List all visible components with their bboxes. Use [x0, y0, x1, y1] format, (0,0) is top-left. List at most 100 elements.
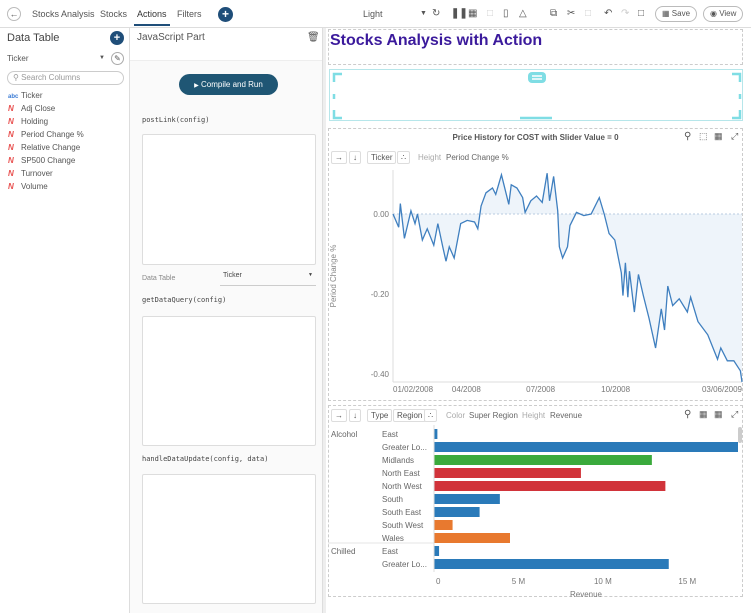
- postlink-editor[interactable]: [142, 134, 316, 265]
- table-icon[interactable]: ▦: [714, 409, 723, 419]
- group-label: Chilled: [331, 547, 355, 556]
- column-item[interactable]: N Period Change %: [8, 130, 84, 139]
- postlink-label: postLink(config): [142, 116, 210, 124]
- scissors-icon[interactable]: ✂: [567, 8, 576, 19]
- column-item[interactable]: N Holding: [8, 117, 48, 126]
- category-label: North East: [382, 469, 421, 478]
- bar: [434, 481, 666, 491]
- js-part-title: JavaScript Part: [137, 32, 205, 43]
- text-type-icon: abc: [8, 94, 19, 100]
- bell-icon[interactable]: △: [519, 8, 527, 19]
- column-name: Period Change %: [21, 130, 84, 139]
- y-tick-label: -0.20: [371, 290, 390, 299]
- slider-handle: [528, 72, 546, 83]
- compile-and-run-button[interactable]: ▶ Compile and Run: [179, 74, 278, 95]
- select-region-icon[interactable]: ⬚: [699, 131, 708, 141]
- bar-chart-panel: [328, 405, 743, 597]
- tab-actions[interactable]: Actions: [134, 9, 169, 26]
- copy-icon[interactable]: ⧉: [550, 8, 558, 19]
- comment-icon[interactable]: □: [638, 8, 645, 19]
- bar-chart-scrollbar[interactable]: [738, 427, 742, 443]
- add-tab-button[interactable]: +: [218, 7, 233, 22]
- bar: [434, 455, 652, 465]
- series-line-cost: [392, 172, 743, 383]
- numeric-type-icon: N: [8, 169, 14, 178]
- height-value[interactable]: Period Change %: [446, 153, 509, 162]
- color-label: Color: [446, 411, 466, 420]
- snapshot-icon[interactable]: ▦: [468, 8, 478, 19]
- data-table-select[interactable]: Ticker: [7, 54, 29, 63]
- column-name: Volume: [21, 182, 48, 191]
- region-chip[interactable]: Region: [393, 409, 427, 422]
- group-label: Alcohol: [331, 430, 357, 439]
- search-icon[interactable]: ⚲: [684, 131, 692, 142]
- tab-stocks[interactable]: Stocks: [100, 9, 128, 19]
- bookmark-icon[interactable]: ▯: [503, 8, 509, 19]
- pause-icon[interactable]: ❚❚: [451, 8, 468, 19]
- expand-icon[interactable]: ⤢: [731, 409, 739, 419]
- column-item[interactable]: N SP500 Change: [8, 156, 75, 165]
- y-tick-label: 0.00: [373, 210, 389, 219]
- view-button[interactable]: ◉ View: [703, 6, 744, 22]
- data-table-panel: Data Table + Ticker ▼ ✎ ⚲ Search Columns…: [0, 28, 130, 613]
- export-excel-icon[interactable]: ▦: [699, 409, 708, 419]
- paste-icon[interactable]: □: [585, 8, 592, 19]
- x-tick-label: 07/2008: [526, 385, 555, 394]
- theme-select[interactable]: Light: [363, 9, 383, 19]
- search-icon[interactable]: ⚲: [684, 409, 692, 420]
- add-row-button[interactable]: ↓: [349, 409, 361, 422]
- numeric-type-icon: N: [8, 104, 14, 113]
- redo-icon[interactable]: ↷: [621, 8, 630, 19]
- scatter-icon[interactable]: ∴: [424, 409, 438, 422]
- color-value[interactable]: Super Region: [469, 411, 518, 420]
- scatter-icon[interactable]: ∴: [397, 151, 411, 164]
- expand-icon[interactable]: ⤢: [731, 131, 739, 141]
- refresh-icon[interactable]: ↻: [432, 8, 441, 19]
- trash-icon[interactable]: 🗑: [307, 32, 320, 43]
- data-table-title: Data Table: [7, 32, 60, 44]
- category-label: South: [382, 495, 403, 504]
- chevron-down-icon[interactable]: ▼: [420, 10, 427, 17]
- column-item[interactable]: N Turnover: [8, 169, 53, 178]
- handledataupdate-editor[interactable]: [142, 474, 316, 604]
- column-item[interactable]: N Volume: [8, 182, 48, 191]
- column-item[interactable]: N Adj Close: [8, 104, 55, 113]
- search-columns-input[interactable]: ⚲ Search Columns: [7, 71, 124, 85]
- getdataquery-label: getDataQuery(config): [142, 296, 227, 304]
- add-column-button[interactable]: →: [331, 409, 347, 422]
- height-value[interactable]: Revenue: [550, 411, 583, 420]
- add-column-button[interactable]: →: [331, 151, 347, 164]
- column-item[interactable]: abc Ticker: [8, 91, 42, 100]
- export-excel-icon[interactable]: ▦: [714, 131, 723, 141]
- data-table-dropdown[interactable]: Ticker ▼: [220, 272, 316, 286]
- slider-panel[interactable]: [329, 69, 743, 121]
- play-icon: ▶: [194, 83, 199, 89]
- add-row-button[interactable]: ↓: [349, 151, 361, 164]
- category-label: Greater Lo...: [382, 443, 427, 452]
- tab-stocks-analysis[interactable]: Stocks Analysis: [32, 9, 95, 19]
- save-button[interactable]: ▦ Save: [655, 6, 698, 22]
- pdf-icon[interactable]: □: [487, 8, 494, 19]
- y-axis-label: Period Change %: [329, 245, 338, 308]
- numeric-type-icon: N: [8, 117, 14, 126]
- add-data-table-button[interactable]: +: [110, 31, 124, 45]
- tab-filters[interactable]: Filters: [177, 9, 202, 19]
- column-item[interactable]: N Relative Change: [8, 143, 80, 152]
- x-tick-label: 01/02/2008: [393, 385, 434, 394]
- ticker-chip[interactable]: Ticker: [367, 151, 397, 164]
- chevron-down-icon[interactable]: ▼: [99, 55, 105, 61]
- category-label: Greater Lo...: [382, 560, 427, 569]
- bar: [434, 507, 480, 517]
- numeric-type-icon: N: [8, 130, 14, 139]
- type-chip[interactable]: Type: [367, 409, 393, 422]
- edit-data-table-button[interactable]: ✎: [111, 52, 124, 65]
- canvas-divider: [323, 28, 326, 613]
- eye-icon: ◉: [710, 9, 720, 18]
- line-area-fill: [393, 173, 742, 382]
- back-button[interactable]: ←: [7, 7, 21, 21]
- category-label: Wales: [382, 534, 404, 543]
- undo-icon[interactable]: ↶: [604, 8, 613, 19]
- x-tick-label: 10 M: [594, 577, 612, 586]
- getdataquery-editor[interactable]: [142, 316, 316, 446]
